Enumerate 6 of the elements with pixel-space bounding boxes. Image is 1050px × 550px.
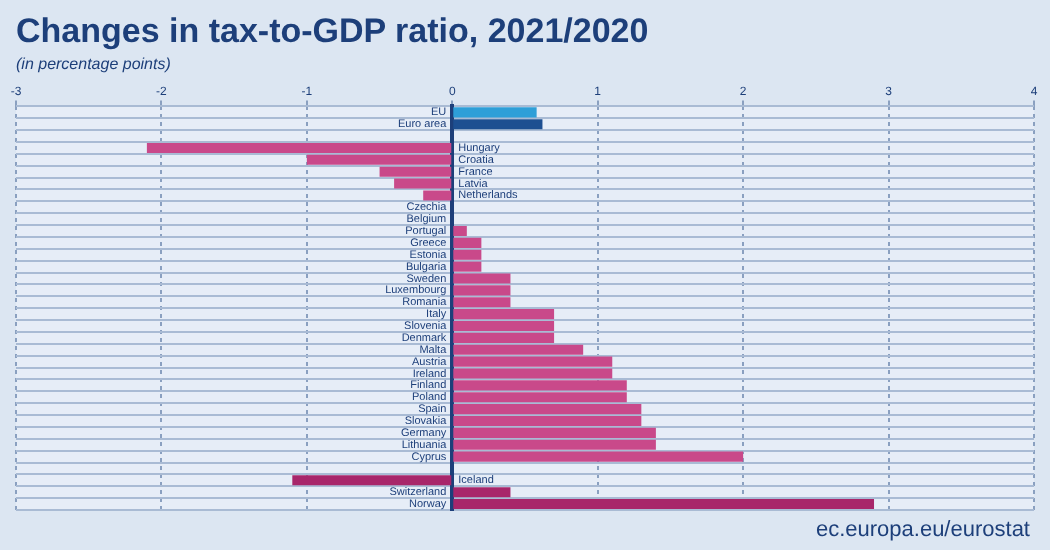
text: ec.europa.eu/eurostat [815,518,1030,542]
chart-title: Changes in tax-to-GDP ratio, 2021/2020 [16,11,649,50]
chart-subtitle: (in percentage points) [16,54,172,73]
bar [453,119,543,130]
bar [453,107,537,118]
bar [292,475,452,486]
